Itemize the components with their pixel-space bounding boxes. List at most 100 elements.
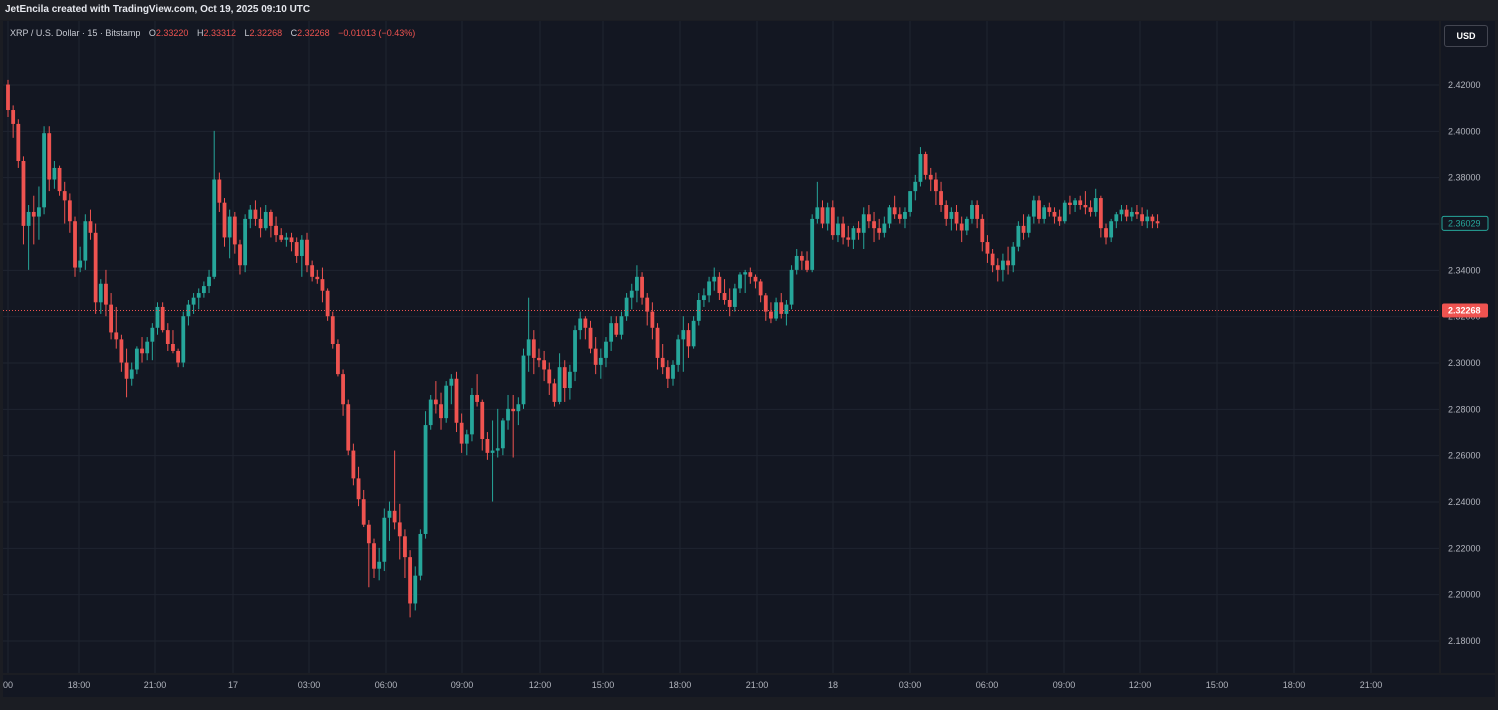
candle-body	[635, 276, 639, 291]
candle-body	[934, 179, 938, 192]
time-tick-label: 15:00	[592, 680, 615, 690]
candle-body	[253, 209, 258, 219]
candle-body	[269, 211, 273, 226]
candle-body	[789, 269, 794, 305]
price-tick-label: 2.40000	[1448, 126, 1481, 136]
price-tick-label: 2.24000	[1448, 497, 1481, 507]
candle-body	[1098, 198, 1103, 229]
candle-body	[408, 557, 412, 604]
candle-body	[403, 536, 407, 558]
candle-body	[1104, 228, 1108, 238]
candle-body	[449, 378, 454, 386]
candle-body	[836, 223, 840, 236]
candle-body	[1031, 200, 1036, 217]
candle-body	[42, 133, 46, 208]
candle-body	[88, 221, 93, 233]
candle-body	[464, 434, 469, 444]
candle-body	[6, 84, 10, 111]
candle-body	[583, 318, 588, 328]
legend-close-value: 2.32268	[297, 28, 330, 38]
candle-body	[779, 302, 784, 314]
candle-body	[207, 276, 211, 287]
candle-body	[593, 348, 598, 365]
candle-body	[1011, 246, 1016, 266]
candle-body	[681, 330, 686, 340]
candle-body	[918, 154, 923, 182]
candle-body	[232, 216, 237, 245]
candle-body	[356, 478, 361, 500]
candle-body	[1047, 207, 1052, 212]
candle-body	[73, 221, 77, 268]
candle-body	[243, 218, 248, 266]
time-tick-label: 17	[228, 680, 238, 690]
candle-body	[970, 205, 974, 219]
candle-body	[866, 214, 871, 222]
candle-body	[557, 367, 562, 402]
currency-button[interactable]: USD	[1444, 25, 1488, 47]
candle-body	[1109, 221, 1114, 238]
chart-pane[interactable]	[3, 21, 1439, 673]
candle-body	[1083, 205, 1088, 208]
time-axis[interactable]	[3, 675, 1495, 697]
candle-body	[738, 274, 742, 289]
candle-body	[361, 499, 366, 525]
candle-body	[459, 422, 464, 444]
candle-body	[196, 293, 201, 298]
candle-body	[145, 341, 150, 354]
candle-body	[521, 355, 526, 405]
candle-body	[1114, 214, 1119, 222]
legend-high-label: H	[196, 28, 204, 38]
time-tick-label: 21:00	[144, 680, 167, 690]
legend-symbol: XRP / U.S. Dollar · 15 · Bitstamp	[10, 28, 141, 38]
time-tick-label: 15:00	[1206, 680, 1229, 690]
candle-body	[753, 276, 758, 282]
candle-body	[387, 510, 392, 518]
candle-body	[433, 399, 438, 405]
header-caption: JetEncila created with TradingView.com, …	[5, 4, 311, 15]
candle-body	[418, 533, 423, 576]
candle-body	[1062, 202, 1067, 222]
candle-body	[500, 420, 505, 449]
legend-close-label: C	[290, 28, 298, 38]
candle-body	[258, 218, 263, 229]
candle-body	[1150, 216, 1155, 222]
candle-body	[588, 327, 593, 349]
candle-body	[856, 228, 861, 233]
candle-body	[769, 311, 773, 319]
candle-body	[248, 209, 253, 219]
candle-body	[954, 211, 959, 224]
candle-body	[1037, 200, 1041, 219]
time-tick-label: 12:00	[529, 680, 552, 690]
candle-body	[604, 341, 608, 358]
candle-body	[645, 297, 650, 312]
candle-body	[397, 522, 402, 537]
legend-open-value: 2.33220	[155, 28, 189, 38]
time-tick-label: 03:00	[899, 680, 922, 690]
candle-body	[129, 369, 134, 379]
candle-body	[1057, 216, 1062, 222]
candle-body	[165, 330, 170, 345]
candle-body	[372, 543, 376, 569]
candle-body	[923, 154, 928, 175]
symbol-legend: XRP / U.S. Dollar · 15 · Bitstamp O2.332…	[10, 28, 415, 38]
candle-body	[841, 223, 846, 238]
time-tick-label: 18:00	[669, 680, 692, 690]
candle-body	[1145, 216, 1150, 222]
candle-body	[516, 404, 521, 412]
candle-body	[820, 207, 825, 224]
candle-body	[763, 295, 768, 312]
candle-body	[799, 255, 804, 261]
time-tick-label: 00	[3, 680, 13, 690]
candle-body	[444, 385, 449, 419]
candle-body	[263, 211, 268, 229]
candle-body	[160, 306, 165, 331]
candle-body	[83, 221, 88, 261]
price-axis[interactable]	[1441, 21, 1495, 673]
candle-body	[31, 211, 36, 217]
candle-body	[98, 283, 103, 303]
legend-open-label: O	[148, 28, 156, 38]
candle-body	[696, 299, 701, 321]
candle-body	[506, 408, 510, 421]
candle-body	[428, 399, 433, 426]
